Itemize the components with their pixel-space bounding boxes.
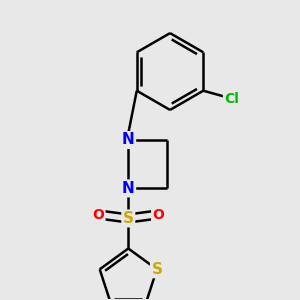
Text: N: N [122,181,135,196]
Text: Cl: Cl [224,92,239,106]
Text: N: N [122,133,135,148]
Text: O: O [92,208,104,222]
Text: S: S [123,211,134,226]
Text: O: O [152,208,164,222]
Text: S: S [152,262,162,277]
